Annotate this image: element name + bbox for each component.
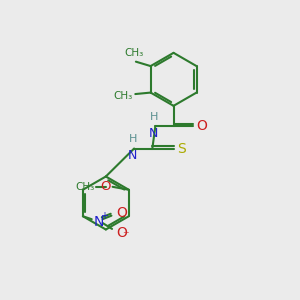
Text: H: H — [150, 112, 158, 122]
Text: S: S — [177, 142, 186, 155]
Text: +: + — [100, 211, 108, 221]
Text: H: H — [128, 134, 137, 144]
Text: N: N — [128, 149, 137, 162]
Text: N: N — [149, 127, 158, 140]
Text: O: O — [116, 206, 127, 220]
Text: CH₃: CH₃ — [124, 48, 143, 58]
Text: ⁻: ⁻ — [122, 229, 129, 242]
Text: CH₃: CH₃ — [113, 91, 132, 100]
Text: O: O — [196, 119, 207, 134]
Text: N: N — [94, 214, 104, 229]
Text: O: O — [116, 226, 127, 240]
Text: O: O — [100, 180, 111, 193]
Text: CH₃: CH₃ — [76, 182, 95, 192]
